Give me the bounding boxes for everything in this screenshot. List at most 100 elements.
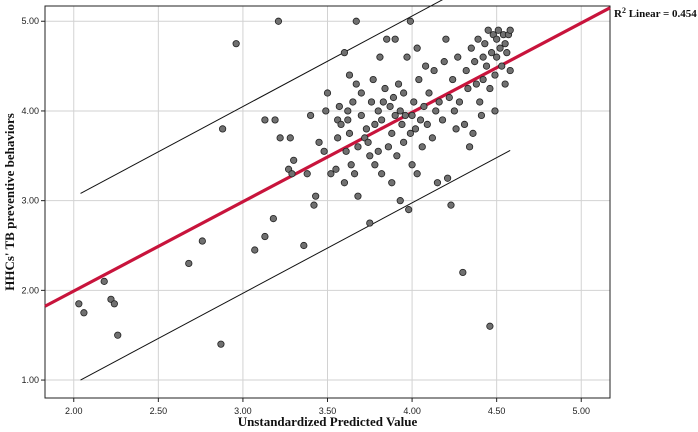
data-point (357, 89, 365, 97)
data-point (344, 116, 352, 124)
data-point (251, 246, 259, 254)
data-point (447, 201, 455, 209)
data-point (345, 71, 354, 79)
data-point (450, 107, 458, 115)
data-point (487, 49, 496, 57)
data-point (506, 66, 514, 75)
data-point (332, 165, 340, 173)
data-point (217, 340, 225, 348)
x-tick-label: 2.00 (65, 406, 83, 416)
data-point (411, 125, 420, 133)
data-point (440, 58, 448, 66)
data-point (366, 152, 374, 160)
r-squared-superscript: 2 (622, 6, 626, 15)
data-point (415, 75, 423, 84)
x-tick-label: 4.50 (488, 406, 506, 416)
data-point (460, 120, 469, 129)
data-point (400, 89, 408, 97)
data-point (491, 107, 499, 115)
r-squared-symbol: R (614, 8, 623, 20)
data-point (413, 170, 421, 178)
data-point (416, 116, 425, 124)
data-point (425, 89, 433, 97)
data-point (435, 98, 443, 106)
data-point (408, 111, 416, 120)
data-point (75, 300, 83, 308)
data-point (454, 53, 462, 61)
data-point (383, 35, 391, 43)
data-point (482, 62, 491, 70)
data-point (467, 44, 475, 52)
data-point (493, 35, 501, 43)
data-point (369, 75, 377, 84)
data-point (410, 98, 418, 106)
data-point (398, 120, 406, 129)
data-point (444, 174, 452, 182)
x-axis-label: Unstandardized Predicted Value (238, 414, 418, 429)
data-point (378, 170, 386, 178)
data-point (472, 80, 480, 88)
data-point (479, 75, 487, 84)
data-point (493, 53, 501, 61)
data-point (403, 53, 411, 61)
data-point (506, 26, 514, 34)
data-point (388, 129, 396, 137)
data-point (394, 80, 403, 88)
data-point (486, 322, 494, 330)
data-point (352, 80, 360, 88)
data-point (354, 143, 362, 151)
data-point (327, 170, 335, 178)
r-squared-value: Linear = 0.454 (626, 8, 697, 20)
data-point (455, 98, 464, 106)
data-point (445, 93, 453, 102)
r-squared-annotation: R2 Linear = 0.454 (614, 6, 697, 20)
data-point (303, 170, 311, 178)
data-point (334, 134, 342, 142)
data-point (481, 40, 489, 48)
data-point (286, 134, 294, 142)
data-point (378, 116, 386, 124)
data-point (501, 80, 509, 88)
data-point (312, 192, 320, 200)
data-point (474, 35, 482, 43)
data-point (438, 116, 447, 124)
data-point (406, 129, 414, 137)
data-point (100, 277, 108, 285)
data-point (376, 53, 384, 61)
data-point (486, 84, 494, 93)
data-point (400, 138, 408, 146)
data-point (491, 71, 499, 79)
y-tick-label: 2.00 (21, 285, 39, 295)
data-point (349, 98, 357, 106)
x-tick-label: 4.00 (403, 406, 421, 416)
data-point (352, 17, 360, 25)
y-tick-label: 1.00 (21, 375, 39, 385)
data-point (418, 143, 426, 151)
data-point (388, 179, 396, 187)
data-point (290, 156, 298, 164)
data-point (432, 107, 440, 115)
data-point (464, 84, 472, 93)
data-point (198, 237, 206, 245)
data-point (408, 161, 416, 169)
grid (45, 6, 610, 398)
data-point (110, 300, 118, 308)
data-point (459, 268, 467, 277)
y-axis-ticks: 1.00 2.00 3.00 4.00 5.00 (21, 16, 45, 385)
data-point (420, 102, 428, 111)
data-point (371, 120, 379, 129)
data-point (320, 147, 328, 155)
data-point (354, 192, 362, 200)
data-point (501, 40, 509, 48)
data-point (269, 214, 277, 223)
data-point (413, 44, 421, 52)
data-point (344, 107, 352, 115)
data-point (396, 107, 404, 115)
data-point (496, 44, 504, 52)
x-axis-ticks: 2.00 2.50 3.00 3.50 4.00 4.50 5.00 (65, 398, 590, 416)
data-point (371, 161, 379, 169)
data-point (498, 62, 506, 70)
data-point (393, 152, 401, 160)
data-point (503, 49, 511, 57)
data-point (452, 125, 460, 133)
